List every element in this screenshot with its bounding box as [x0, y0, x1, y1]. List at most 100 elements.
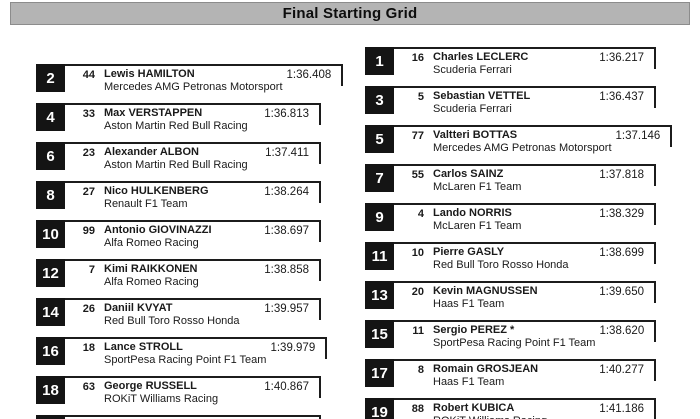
car-number: 55 — [411, 169, 424, 181]
position-box: 5 — [365, 125, 394, 153]
driver-name: Valtteri BOTTAS — [433, 129, 518, 141]
lap-time: 1:39.979 — [270, 342, 316, 354]
lap-time: 1:41.186 — [599, 403, 644, 415]
row-content: 23 Alexander ALBON Aston Martin Red Bull… — [65, 142, 321, 172]
team-name: Aston Martin Red Bull Racing — [104, 159, 248, 171]
row-content: 44 Lewis HAMILTON Mercedes AMG Petronas … — [65, 64, 344, 94]
lap-time: 1:36.437 — [599, 91, 644, 103]
team-name: Alfa Romeo Racing — [104, 276, 199, 288]
driver-info: Lewis HAMILTON Mercedes AMG Petronas Mot… — [104, 68, 283, 94]
team-name: SportPesa Racing Point F1 Team — [104, 354, 267, 366]
grid-column-odd-positions: 1 16 Charles LECLERC Scuderia Ferrari 1:… — [365, 47, 673, 419]
lap-time: 1:36.217 — [599, 52, 644, 64]
team-name: Haas F1 Team — [433, 298, 505, 310]
lap-time: 1:38.329 — [599, 208, 644, 220]
position-box — [36, 415, 65, 419]
team-name: Alfa Romeo Racing — [104, 237, 199, 249]
driver-name: Lewis HAMILTON — [104, 68, 195, 80]
grid-row: 13 20 Kevin MAGNUSSEN Haas F1 Team 1:39.… — [365, 281, 656, 311]
team-name: Mercedes AMG Petronas Motorsport — [433, 142, 612, 154]
driver-info: Kevin MAGNUSSEN Haas F1 Team — [433, 285, 595, 311]
row-content: 77 Valtteri BOTTAS Mercedes AMG Petronas… — [394, 125, 673, 155]
team-name: SportPesa Racing Point F1 Team — [433, 337, 596, 349]
driver-info: Alexander ALBON Aston Martin Red Bull Ra… — [104, 146, 261, 172]
row-content: 27 Nico HULKENBERG Renault F1 Team 1:38.… — [65, 181, 321, 211]
team-name: McLaren F1 Team — [433, 220, 522, 232]
grid-row: 5 77 Valtteri BOTTAS Mercedes AMG Petron… — [365, 125, 673, 155]
team-name: Scuderia Ferrari — [433, 103, 512, 115]
lap-time: 1:37.146 — [615, 130, 661, 142]
row-content: 16 Charles LECLERC Scuderia Ferrari 1:36… — [394, 47, 656, 77]
driver-name: Nico HULKENBERG — [104, 185, 209, 197]
driver-info: Carlos SAINZ McLaren F1 Team — [433, 168, 595, 194]
lap-time: 1:37.411 — [265, 147, 309, 159]
team-name: ROKiT Williams Racing — [104, 393, 219, 405]
car-number: 88 — [411, 403, 424, 415]
position-box: 18 — [36, 376, 65, 404]
driver-name: Alexander ALBON — [104, 146, 199, 158]
lap-time: 1:39.650 — [599, 286, 644, 298]
driver-name: Sebastian VETTEL — [433, 90, 531, 102]
grid-row: 19 88 Robert KUBICA ROKiT Williams Racin… — [365, 398, 656, 419]
grid-row: 3 Daniel RICCIARDO * — [36, 415, 321, 419]
page-header: Final Starting Grid — [10, 2, 690, 25]
grid-row: 12 7 Kimi RAIKKONEN Alfa Romeo Racing 1:… — [36, 259, 321, 289]
team-name: Scuderia Ferrari — [433, 64, 512, 76]
car-number: 7 — [88, 264, 95, 276]
position-box: 13 — [365, 281, 394, 309]
grid-column-even-positions: 2 44 Lewis HAMILTON Mercedes AMG Petrona… — [36, 64, 344, 419]
car-number: 63 — [82, 381, 95, 393]
driver-name: Lance STROLL — [104, 341, 183, 353]
car-number: 77 — [411, 130, 424, 142]
position-box: 6 — [36, 142, 65, 170]
team-name: Aston Martin Red Bull Racing — [104, 120, 248, 132]
driver-info: Daniil KVYAT Red Bull Toro Rosso Honda — [104, 302, 260, 328]
row-content: 55 Carlos SAINZ McLaren F1 Team 1:37.818 — [394, 164, 656, 194]
lap-time: 1:38.264 — [264, 186, 309, 198]
car-number: 10 — [411, 247, 424, 259]
car-number: 99 — [82, 225, 95, 237]
car-number: 23 — [82, 147, 95, 159]
team-name: Red Bull Toro Rosso Honda — [104, 315, 240, 327]
row-content: 10 Pierre GASLY Red Bull Toro Rosso Hond… — [394, 242, 656, 272]
grid-row: 17 8 Romain GROSJEAN Haas F1 Team 1:40.2… — [365, 359, 656, 389]
driver-info: Valtteri BOTTAS Mercedes AMG Petronas Mo… — [433, 129, 612, 155]
team-name: Red Bull Toro Rosso Honda — [433, 259, 569, 271]
team-name: Mercedes AMG Petronas Motorsport — [104, 81, 283, 93]
position-box: 16 — [36, 337, 65, 365]
row-content: 99 Antonio GIOVINAZZI Alfa Romeo Racing … — [65, 220, 321, 250]
row-content: 26 Daniil KVYAT Red Bull Toro Rosso Hond… — [65, 298, 321, 328]
driver-name: Kimi RAIKKONEN — [104, 263, 198, 275]
row-content: 11 Sergio PEREZ * SportPesa Racing Point… — [394, 320, 657, 350]
driver-name: Charles LECLERC — [433, 51, 529, 63]
lap-time: 1:36.408 — [286, 69, 332, 81]
grid-row: 2 44 Lewis HAMILTON Mercedes AMG Petrona… — [36, 64, 344, 94]
driver-info: Sergio PEREZ * SportPesa Racing Point F1… — [433, 324, 595, 350]
driver-name: Antonio GIOVINAZZI — [104, 224, 212, 236]
row-content: 63 George RUSSELL ROKiT Williams Racing … — [65, 376, 321, 406]
position-box: 12 — [36, 259, 65, 287]
driver-info: Lance STROLL SportPesa Racing Point F1 T… — [104, 341, 266, 367]
grid-row: 16 18 Lance STROLL SportPesa Racing Poin… — [36, 337, 328, 367]
grid-row: 6 23 Alexander ALBON Aston Martin Red Bu… — [36, 142, 321, 172]
position-box: 11 — [365, 242, 394, 270]
lap-time: 1:38.697 — [264, 225, 309, 237]
position-box: 14 — [36, 298, 65, 326]
car-number: 44 — [82, 69, 95, 81]
grid-row: 10 99 Antonio GIOVINAZZI Alfa Romeo Raci… — [36, 220, 321, 250]
driver-info: Robert KUBICA ROKiT Williams Racing — [433, 402, 595, 419]
driver-name: Kevin MAGNUSSEN — [433, 285, 538, 297]
row-content: 20 Kevin MAGNUSSEN Haas F1 Team 1:39.650 — [394, 281, 656, 311]
row-content: 5 Sebastian VETTEL Scuderia Ferrari 1:36… — [394, 86, 656, 116]
driver-name: Sergio PEREZ * — [433, 324, 515, 336]
row-content: 33 Max VERSTAPPEN Aston Martin Red Bull … — [65, 103, 321, 133]
car-number: 26 — [82, 303, 95, 315]
lap-time: 1:37.818 — [599, 169, 644, 181]
grid-row: 8 27 Nico HULKENBERG Renault F1 Team 1:3… — [36, 181, 321, 211]
driver-info: George RUSSELL ROKiT Williams Racing — [104, 380, 260, 406]
driver-name: George RUSSELL — [104, 380, 197, 392]
lap-time: 1:39.957 — [264, 303, 309, 315]
car-number: 18 — [82, 342, 95, 354]
row-content: 8 Romain GROSJEAN Haas F1 Team 1:40.277 — [394, 359, 656, 389]
